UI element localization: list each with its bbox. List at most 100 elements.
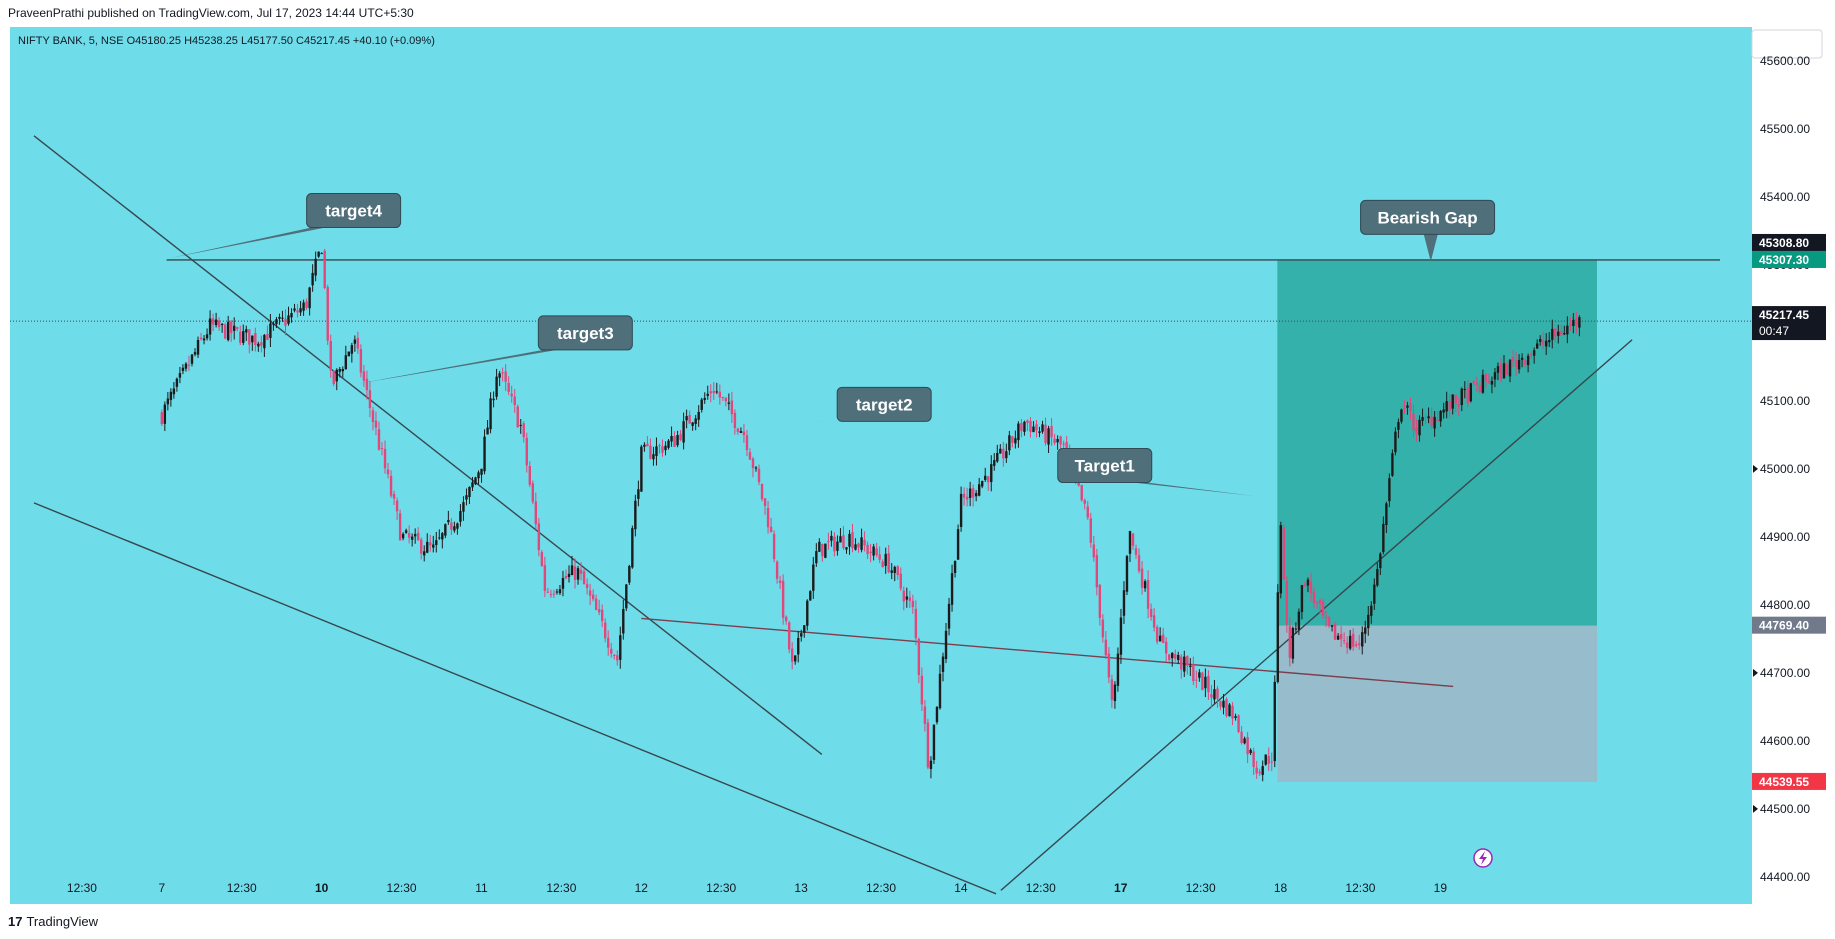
candle-body[interactable] bbox=[1231, 705, 1234, 719]
candle-body[interactable] bbox=[1448, 400, 1451, 411]
candle-body[interactable] bbox=[809, 591, 812, 601]
candle-body[interactable] bbox=[1554, 328, 1557, 337]
candle-body[interactable] bbox=[1164, 641, 1168, 654]
candle-body[interactable] bbox=[685, 416, 688, 421]
candle-body[interactable] bbox=[1403, 407, 1406, 409]
candle-body[interactable] bbox=[1421, 417, 1424, 421]
candle-body[interactable] bbox=[1379, 553, 1382, 569]
candle-body[interactable] bbox=[1098, 584, 1102, 619]
candle-body[interactable] bbox=[1397, 422, 1400, 430]
candle-body[interactable] bbox=[410, 536, 414, 540]
candle-body[interactable] bbox=[996, 452, 999, 462]
candle-body[interactable] bbox=[444, 524, 447, 536]
candle-body[interactable] bbox=[1216, 688, 1219, 699]
candle-body[interactable] bbox=[1059, 436, 1062, 445]
candle-body[interactable] bbox=[1041, 424, 1044, 432]
candle-body[interactable] bbox=[860, 537, 863, 550]
candle-body[interactable] bbox=[438, 537, 441, 539]
candle-body[interactable] bbox=[974, 493, 978, 497]
candle-body[interactable] bbox=[353, 339, 357, 344]
candle-body[interactable] bbox=[1511, 357, 1515, 361]
candle-body[interactable] bbox=[287, 315, 290, 324]
candle-body[interactable] bbox=[163, 404, 167, 424]
candle-body[interactable] bbox=[1424, 417, 1427, 419]
candle-body[interactable] bbox=[1035, 424, 1038, 431]
candle-body[interactable] bbox=[1475, 382, 1479, 385]
candle-body[interactable] bbox=[202, 338, 206, 341]
candle-body[interactable] bbox=[275, 319, 278, 325]
candle-body[interactable] bbox=[1146, 579, 1150, 609]
candle-body[interactable] bbox=[1017, 423, 1020, 441]
candle-body[interactable] bbox=[1273, 681, 1276, 762]
callout-box[interactable] bbox=[1360, 199, 1496, 235]
candle-body[interactable] bbox=[658, 445, 661, 447]
candle-body[interactable] bbox=[959, 493, 963, 527]
candle-body[interactable] bbox=[628, 565, 631, 583]
candle-body[interactable] bbox=[474, 477, 477, 485]
candle-body[interactable] bbox=[631, 528, 634, 568]
candle-body[interactable] bbox=[1065, 441, 1068, 449]
candle-body[interactable] bbox=[1131, 533, 1135, 546]
candle-body[interactable] bbox=[718, 391, 722, 398]
candle-body[interactable] bbox=[824, 543, 827, 558]
candle-body[interactable] bbox=[465, 495, 468, 500]
trendline-lower-channel[interactable] bbox=[33, 502, 997, 895]
candle-body[interactable] bbox=[404, 530, 408, 533]
candle-body[interactable] bbox=[1195, 679, 1198, 681]
candle-body[interactable] bbox=[1240, 731, 1243, 743]
candle-body[interactable] bbox=[944, 630, 948, 660]
candle-body[interactable] bbox=[932, 724, 936, 760]
candle-body[interactable] bbox=[329, 341, 332, 371]
candle-body[interactable] bbox=[1532, 350, 1536, 356]
candle-body[interactable] bbox=[534, 501, 538, 525]
candle-body[interactable] bbox=[688, 415, 691, 424]
candle-body[interactable] bbox=[730, 400, 734, 415]
candle-body[interactable] bbox=[380, 448, 384, 450]
candle-body[interactable] bbox=[594, 598, 598, 610]
candle-body[interactable] bbox=[806, 600, 809, 626]
candle-body[interactable] bbox=[1285, 581, 1289, 625]
candle-body[interactable] bbox=[1502, 363, 1506, 379]
candle-body[interactable] bbox=[338, 368, 341, 372]
candle-body[interactable] bbox=[1493, 372, 1497, 380]
alert-marker-icon[interactable] bbox=[1753, 804, 1758, 813]
candle-body[interactable] bbox=[908, 597, 912, 601]
candle-body[interactable] bbox=[1204, 676, 1207, 689]
candle-body[interactable] bbox=[1367, 614, 1370, 629]
candle-body[interactable] bbox=[603, 622, 607, 639]
candle-body[interactable] bbox=[881, 561, 884, 568]
candle-body[interactable] bbox=[1451, 394, 1454, 409]
candle-body[interactable] bbox=[1044, 424, 1047, 443]
candle-body[interactable] bbox=[899, 573, 902, 589]
candle-body[interactable] bbox=[1517, 359, 1521, 370]
candle-body[interactable] bbox=[914, 608, 918, 639]
candle-body[interactable] bbox=[299, 308, 302, 313]
candle-body[interactable] bbox=[220, 324, 224, 326]
candle-body[interactable] bbox=[1198, 672, 1201, 678]
price-axis[interactable] bbox=[1752, 27, 1835, 904]
candle-body[interactable] bbox=[990, 464, 993, 483]
candle-body[interactable] bbox=[1089, 518, 1092, 543]
candle-body[interactable] bbox=[1110, 679, 1114, 700]
candle-body[interactable] bbox=[625, 584, 628, 609]
candle-body[interactable] bbox=[1496, 366, 1500, 373]
candle-body[interactable] bbox=[769, 526, 773, 533]
candle-body[interactable] bbox=[676, 434, 679, 446]
candle-body[interactable] bbox=[754, 467, 758, 469]
candle-body[interactable] bbox=[800, 633, 803, 637]
candle-body[interactable] bbox=[637, 489, 640, 499]
candle-body[interactable] bbox=[320, 253, 323, 255]
candle-body[interactable] bbox=[1466, 387, 1470, 403]
candle-body[interactable] bbox=[1535, 343, 1539, 349]
candle-body[interactable] bbox=[872, 546, 875, 556]
candle-body[interactable] bbox=[917, 638, 921, 676]
candle-body[interactable] bbox=[178, 373, 182, 378]
candle-body[interactable] bbox=[413, 534, 417, 537]
candle-body[interactable] bbox=[766, 508, 770, 528]
candle-body[interactable] bbox=[1538, 338, 1542, 342]
candle-body[interactable] bbox=[887, 553, 890, 573]
candle-body[interactable] bbox=[778, 580, 782, 583]
candle-body[interactable] bbox=[1563, 333, 1566, 335]
candle-body[interactable] bbox=[290, 312, 293, 318]
